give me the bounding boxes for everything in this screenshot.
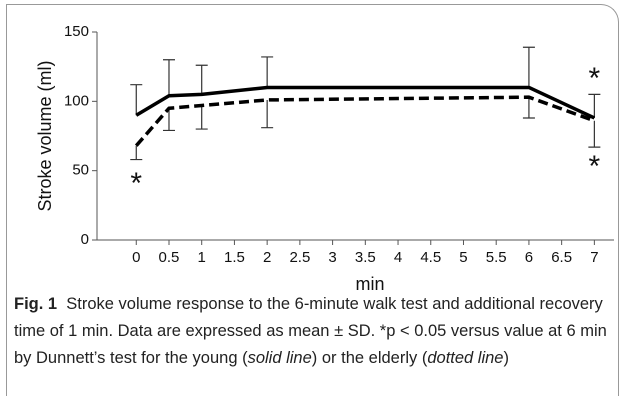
- error-bar: [522, 46, 535, 88]
- caption-italic: dotted line: [427, 349, 504, 367]
- error-bar: [195, 64, 208, 95]
- caption-text: ): [503, 349, 510, 367]
- error-bar: [130, 145, 143, 161]
- x-tick-label: 4: [394, 249, 402, 266]
- x-tick-label: 4.5: [420, 249, 441, 266]
- annotation: *: [130, 167, 142, 200]
- caption-label: Fig. 1: [14, 295, 58, 313]
- error-bar: [261, 99, 274, 129]
- x-tick-label: 6: [525, 249, 533, 266]
- x-tick-label: 2: [263, 249, 271, 266]
- x-tick-label: 5.5: [486, 249, 507, 266]
- annotation: *: [589, 150, 601, 183]
- series-line: [134, 95, 595, 147]
- x-tick-label: 2.5: [289, 249, 310, 266]
- x-tick-label: 6.5: [551, 249, 572, 266]
- y-tick-label: 50: [72, 162, 89, 179]
- x-tick-label: 3.5: [355, 249, 376, 266]
- x-axis-label: min: [355, 274, 384, 292]
- error-bar: [162, 108, 175, 132]
- x-tick-label: 0.5: [159, 249, 180, 266]
- error-bar: [195, 105, 208, 130]
- series-line: [135, 85, 596, 120]
- x-tick-label: 3: [328, 249, 336, 266]
- x-tick-label: 5: [459, 249, 467, 266]
- caption-text: ) or the elderly (: [311, 349, 428, 367]
- y-axis-label: Stroke volume (ml): [35, 60, 55, 211]
- chart: min Stroke volume (ml) 0 50 100 150 0 0.5 1 1.5…: [35, 23, 614, 292]
- error-bar: [261, 56, 274, 88]
- caption-italic: solid line: [247, 349, 312, 367]
- error-bar: [522, 97, 535, 119]
- error-bar: [588, 93, 601, 118]
- y-tick-label: 0: [81, 231, 89, 248]
- x-tick-label: 1.5: [224, 249, 245, 266]
- error-bar: [162, 59, 175, 96]
- error-bar: [588, 120, 601, 148]
- caption: Fig. 1 Stroke volume response to the 6-m…: [14, 291, 614, 372]
- figure-frame: [6, 4, 619, 396]
- y-tick-label: 150: [64, 23, 89, 40]
- error-bar: [130, 84, 143, 116]
- x-tick-label: 7: [590, 249, 598, 266]
- x-tick-label: 0: [132, 249, 140, 266]
- caption-text: Stroke volume response to the 6-minute w…: [14, 295, 607, 367]
- annotation: *: [589, 62, 601, 95]
- x-tick-label: 1: [198, 249, 206, 266]
- y-tick-label: 100: [64, 92, 89, 109]
